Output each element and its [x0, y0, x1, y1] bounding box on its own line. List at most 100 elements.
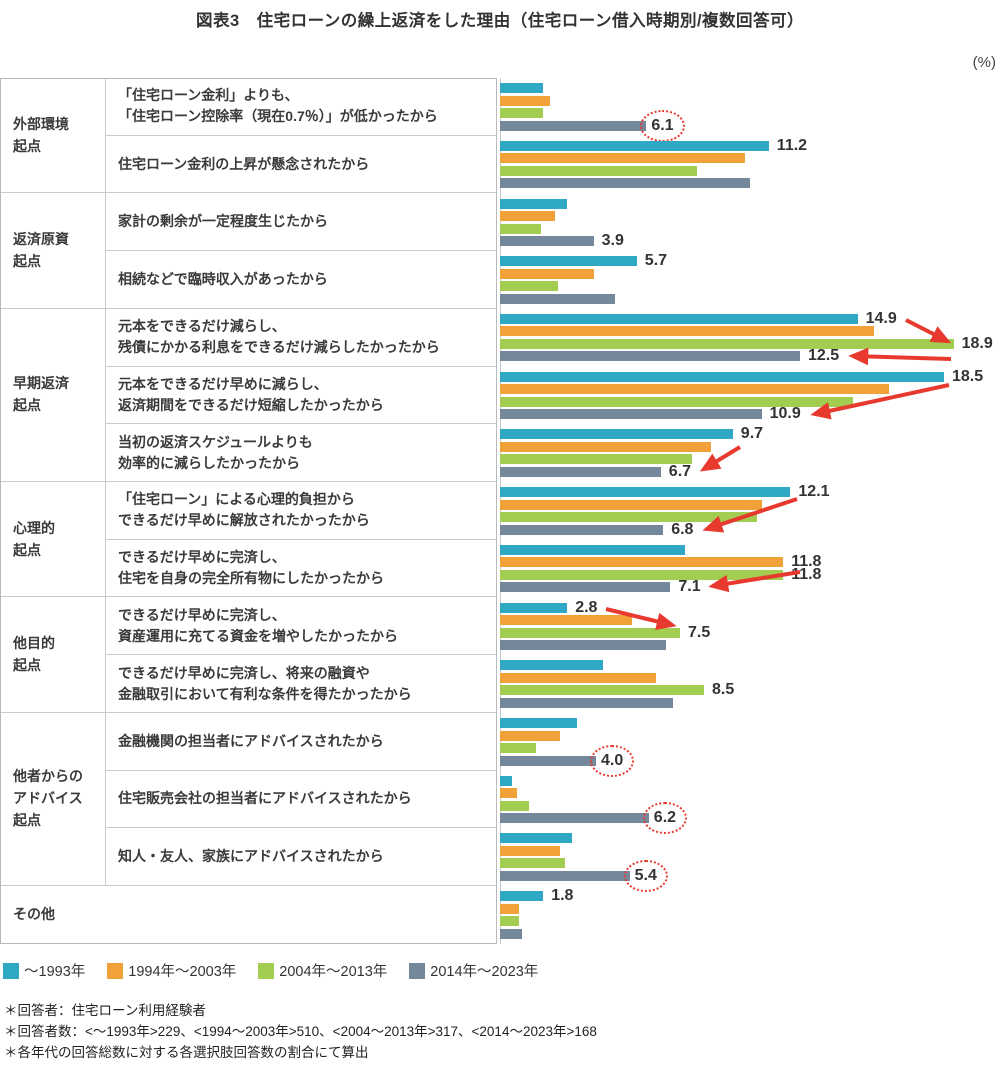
bar-row: 6.7	[500, 463, 1000, 479]
bars-cell: 6.2	[497, 771, 1000, 835]
bar-row	[500, 743, 1000, 754]
legend-swatch	[107, 962, 124, 979]
bar-row	[500, 858, 1000, 869]
item-cell: 住宅販売会社の担当者にアドバイスされたから	[105, 770, 497, 829]
reason-label-line: 知人・友人、家族にアドバイスされたから	[118, 848, 384, 865]
reason-label-line: 残債にかかる利息をできるだけ減らしたかったから	[118, 339, 440, 356]
bar-row	[500, 281, 1000, 292]
item-cell: 「住宅ローン金利」よりも、 「住宅ローン控除率（現在0.7％）」が低かったから	[105, 78, 497, 136]
legend-swatch	[409, 962, 426, 979]
bar-series-0	[500, 833, 572, 844]
group-label-line: 起点	[13, 253, 41, 270]
value-label: 11.8	[791, 553, 822, 571]
bars-cell: 3.9	[497, 193, 1000, 251]
value-label: 8.5	[712, 681, 735, 699]
value-label: 12.1	[798, 483, 830, 501]
unit-percent-label: (%)	[972, 54, 996, 71]
bar-row: 11.8	[500, 553, 1000, 571]
bar-row	[500, 108, 1000, 119]
bar-series-0	[500, 256, 637, 267]
bar-row	[500, 615, 1000, 626]
reason-label-line: 効率的に減らしたかったから	[118, 454, 300, 471]
reason-label-line: 元本をできるだけ早めに減らし、	[118, 375, 328, 392]
bar-series-2	[500, 858, 565, 869]
item-cell: 相続などで臨時収入があったから	[105, 251, 497, 309]
bar-series-1	[500, 268, 594, 279]
bar-row: 11.2	[500, 136, 1000, 154]
bar-series-3	[500, 351, 800, 362]
reason-label-line: 元本をできるだけ減らし、	[118, 318, 286, 335]
bar-row: 6.1	[500, 109, 1000, 142]
group-label-line: 起点	[13, 397, 41, 414]
bar-row	[500, 903, 1000, 914]
value-label-circled: 5.4	[623, 859, 668, 892]
legend-swatch	[258, 962, 275, 979]
value-label: 7.1	[678, 578, 701, 596]
bar-row	[500, 672, 1000, 683]
bar-series-2	[500, 281, 558, 292]
bar-row	[500, 384, 1000, 395]
value-label: 11.2	[776, 136, 808, 154]
bar-series-0	[500, 140, 769, 151]
reason-label-line: 金融取引において有利な条件を得たかったから	[118, 685, 412, 702]
value-label: 18.5	[952, 367, 984, 385]
bar-series-3	[500, 120, 647, 131]
bar-series-1	[500, 441, 712, 452]
reason-label-line: できるだけ早めに完済し、将来の融資や	[118, 664, 370, 681]
bar-row: 6.8	[500, 521, 1000, 537]
bar-series-3	[500, 178, 750, 189]
item-cell: 「住宅ローン」による心理的負担から できるだけ早めに解放されたかったから	[105, 482, 497, 540]
bar-series-0	[500, 718, 577, 729]
legend-item: 2004年～2013年	[258, 960, 387, 981]
bar-series-2	[500, 800, 529, 811]
bar-row	[500, 165, 1000, 176]
legend-label: 2014年～2023年	[430, 964, 539, 980]
group-label-line: 返済原資	[13, 231, 69, 248]
bars-cell: 5.7	[497, 251, 1000, 309]
value-label: 2.8	[575, 598, 598, 616]
bar-row: 7.1	[500, 578, 1000, 596]
bar-row	[500, 396, 1000, 407]
bars-cell: 9.7 6.7	[497, 424, 1000, 482]
bar-series-3	[500, 640, 666, 651]
item-cell: できるだけ早めに完済し、 住宅を自身の完全所有物にしたかったから	[105, 539, 497, 598]
bar-row	[500, 223, 1000, 234]
footnote-method: ＊各年代の回答総数に対する各選択肢回答数の割合にて算出	[4, 1044, 369, 1060]
bar-row	[500, 178, 1000, 189]
bar-series-3	[500, 697, 673, 708]
bar-series-3	[500, 293, 616, 304]
bar-series-2	[500, 569, 784, 580]
value-label: 9.7	[740, 425, 764, 443]
item-cell: できるだけ早めに完済し、 資産運用に充てる資金を増やしたかったから	[105, 597, 497, 656]
bar-series-2	[500, 743, 536, 754]
bar-series-1	[500, 845, 560, 856]
chart-area: 外部環境 起点 「住宅ローン金利」よりも、 「住宅ローン控除率（現在0.7％）」が低か…	[0, 78, 1000, 944]
bar-series-1	[500, 903, 520, 914]
bar-row	[500, 660, 1000, 671]
item-cell: 知人・友人、家族にアドバイスされたから	[105, 828, 497, 887]
bar-series-2	[500, 108, 544, 119]
bar-row	[500, 441, 1000, 452]
group-label-line: 他目的	[13, 635, 55, 652]
footnotes: ＊回答者：住宅ローン利用経験者 ＊回答者数：<～1993年>229、<1994～…	[4, 1001, 597, 1064]
group-label-line: 起点	[13, 812, 41, 829]
bar-row	[500, 730, 1000, 741]
group-cell: その他	[0, 886, 497, 944]
bar-series-1	[500, 95, 551, 106]
bar-series-3	[500, 870, 630, 881]
bar-series-0	[500, 487, 791, 498]
bar-series-0	[500, 313, 858, 324]
bar-row	[500, 499, 1000, 510]
bar-series-3	[500, 409, 762, 420]
group-label-line: 早期返済	[13, 375, 69, 392]
y-axis-line	[500, 78, 501, 944]
bar-series-1	[500, 384, 889, 395]
bar-series-0	[500, 429, 733, 440]
bar-row	[500, 83, 1000, 94]
bar-row: 5.4	[500, 859, 1000, 892]
bar-row: 2.8	[500, 598, 1000, 616]
bar-series-3	[500, 928, 522, 939]
bar-series-2	[500, 165, 697, 176]
bar-row: 11.8	[500, 566, 1000, 582]
